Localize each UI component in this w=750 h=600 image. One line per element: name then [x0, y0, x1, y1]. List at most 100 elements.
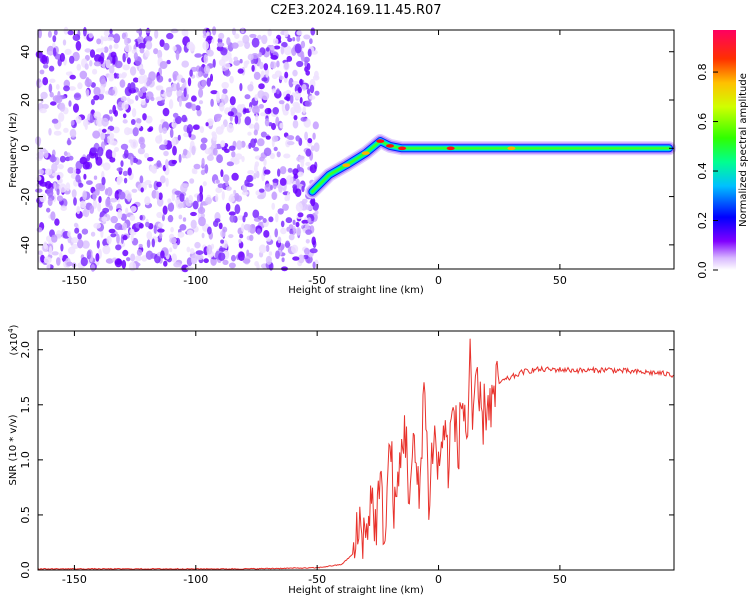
noise-speckle: [251, 37, 260, 48]
noise-speckle: [157, 49, 163, 60]
noise-speckle: [314, 90, 320, 96]
noise-speckle: [47, 198, 53, 206]
noise-speckle: [105, 149, 113, 160]
noise-speckle: [120, 73, 126, 79]
noise-speckle: [284, 71, 289, 79]
noise-speckle: [53, 182, 57, 189]
noise-speckle: [189, 178, 195, 184]
noise-speckle: [199, 202, 203, 213]
noise-speckle: [257, 194, 265, 200]
ridge-peak: [507, 146, 516, 151]
noise-speckle: [201, 232, 205, 239]
noise-speckle: [309, 38, 313, 45]
noise-speckle: [89, 113, 93, 124]
noise-speckle: [283, 45, 292, 56]
noise-speckle: [228, 262, 236, 269]
noise-speckle: [39, 81, 43, 87]
noise-speckle: [182, 148, 188, 156]
noise-speckle: [193, 169, 198, 175]
noise-speckle: [263, 230, 270, 238]
noise-speckle: [222, 259, 229, 265]
noise-speckle: [220, 124, 225, 130]
noise-speckle: [243, 60, 248, 69]
noise-speckle: [144, 152, 150, 159]
noise-speckle: [83, 26, 87, 37]
noise-speckle: [312, 132, 316, 140]
noise-speckle: [171, 159, 178, 165]
noise-speckle: [92, 199, 98, 209]
noise-speckle: [106, 135, 115, 145]
noise-speckle: [251, 64, 255, 72]
noise-speckle: [69, 74, 76, 80]
noise-speckle: [191, 145, 196, 156]
noise-speckle: [98, 93, 105, 101]
noise-speckle: [292, 69, 298, 77]
noise-speckle: [219, 102, 225, 112]
noise-speckle: [124, 149, 129, 159]
noise-speckle: [95, 187, 100, 196]
noise-speckle: [203, 258, 209, 264]
noise-speckle: [190, 219, 197, 229]
noise-speckle: [292, 119, 299, 129]
noise-speckle: [75, 40, 82, 51]
noise-speckle: [300, 159, 305, 168]
noise-speckle: [231, 42, 239, 49]
noise-speckle: [233, 56, 238, 62]
noise-speckle: [108, 205, 113, 211]
noise-speckle: [113, 43, 119, 49]
noise-speckle: [238, 239, 242, 244]
noise-speckle: [46, 207, 51, 213]
snr-y-label: SNR (10 * v/v): [8, 414, 19, 485]
colorbar: 0.0 0.2 0.4 0.6 0.8 Normalized spectral ampl…: [696, 30, 749, 279]
noise-speckle: [126, 257, 131, 262]
noise-speckle: [101, 128, 107, 133]
noise-speckle: [301, 219, 309, 224]
noise-speckle: [174, 190, 182, 195]
x-tick-label: 0: [435, 573, 442, 586]
noise-speckle: [72, 33, 81, 42]
noise-speckle: [297, 254, 305, 264]
noise-speckle: [96, 117, 104, 127]
noise-speckle: [271, 202, 276, 210]
noise-speckle: [194, 53, 203, 58]
noise-speckle: [175, 115, 182, 125]
noise-speckle: [242, 258, 251, 264]
noise-speckle: [314, 210, 319, 215]
noise-speckle: [86, 250, 92, 260]
noise-speckle: [187, 77, 192, 87]
noise-speckle: [67, 246, 76, 255]
noise-speckle: [109, 116, 113, 122]
noise-speckle: [216, 154, 224, 164]
noise-speckle: [181, 264, 189, 273]
noise-speckle: [233, 59, 241, 66]
noise-speckle: [206, 77, 211, 87]
noise-speckle: [247, 84, 254, 92]
noise-speckle: [249, 33, 257, 38]
noise-speckle: [229, 114, 233, 122]
noise-speckle: [96, 239, 100, 249]
noise-speckle: [296, 35, 301, 42]
noise-speckle: [98, 196, 102, 203]
noise-speckle: [303, 34, 311, 40]
noise-speckle: [166, 32, 174, 40]
noise-speckle: [48, 65, 55, 72]
noise-speckle: [156, 181, 162, 188]
noise-speckle: [206, 244, 213, 255]
noise-speckle: [58, 183, 67, 193]
noise-speckle: [90, 99, 95, 106]
noise-speckle: [286, 135, 294, 140]
noise-speckle: [175, 50, 180, 61]
noise-speckle: [76, 205, 81, 215]
noise-speckle: [35, 188, 43, 193]
noise-speckle: [145, 115, 153, 124]
noise-speckle: [221, 93, 226, 99]
noise-speckle: [145, 40, 153, 50]
noise-speckle: [67, 137, 71, 146]
noise-speckle: [151, 189, 157, 199]
noise-speckle: [224, 63, 231, 69]
y-tick-label: 1.0: [19, 451, 32, 469]
noise-speckle: [201, 79, 207, 87]
ridge-peak: [376, 139, 385, 143]
noise-speckle: [263, 169, 271, 175]
noise-speckle: [49, 78, 56, 84]
